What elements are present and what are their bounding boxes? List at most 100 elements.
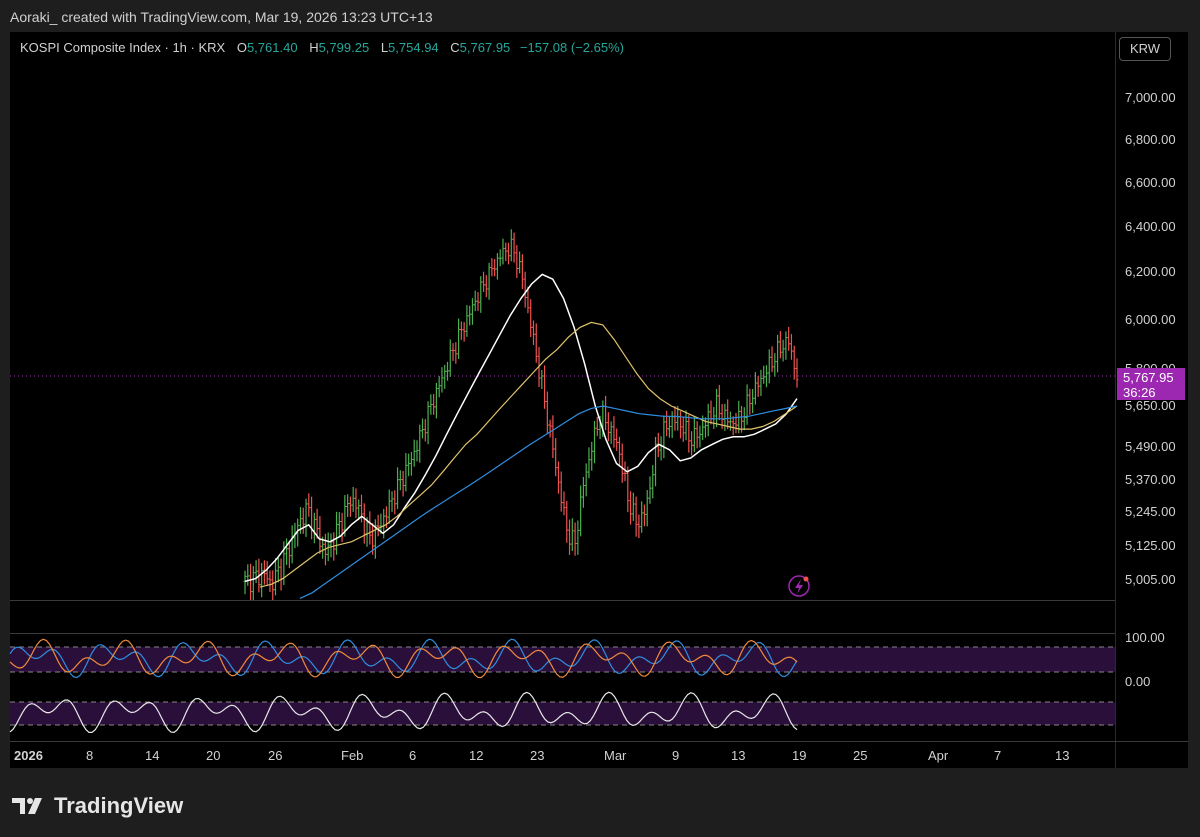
y-tick-label: 5,490.00 — [1125, 439, 1176, 454]
ohlc-bar — [681, 416, 685, 442]
ohlc-bar — [271, 570, 275, 600]
ohlc-bar — [312, 512, 316, 544]
ohlc-bar — [792, 345, 796, 380]
ohlc-bar — [396, 467, 400, 510]
ohlc-bar — [301, 507, 305, 534]
ohlc-bar — [573, 522, 577, 556]
footer-bar — [0, 768, 1200, 837]
ohlc-bar — [387, 489, 391, 524]
ohlc-bar — [523, 271, 527, 308]
y-tick-label: 5,370.00 — [1125, 472, 1176, 487]
x-tick-label: Mar — [604, 748, 627, 763]
ohlc-bar — [762, 365, 766, 384]
ohlc-bar — [296, 518, 300, 547]
x-tick-label: 20 — [206, 748, 221, 763]
ohlc-bar — [515, 245, 519, 278]
top-bar: Aoraki_ created with TradingView.com, Ma… — [0, 0, 1200, 32]
ohlc-bar — [304, 498, 308, 537]
ohlc-bar — [609, 421, 613, 444]
ohlc-bar — [276, 557, 280, 583]
ohlc-bar — [745, 384, 749, 425]
x-tick-label: 19 — [792, 748, 807, 763]
ohlc-bar — [357, 499, 361, 521]
ohlc-bar — [554, 438, 558, 477]
ohlc-bar — [326, 532, 330, 562]
author-credit: Aoraki_ created with TradingView.com, Ma… — [10, 9, 433, 25]
ohlc-bar — [390, 491, 394, 513]
x-tick-label: 6 — [409, 748, 417, 763]
ohlc-bar — [373, 519, 377, 559]
ohlc-bar — [509, 229, 513, 262]
ohlc-bar — [346, 494, 350, 517]
ohlc-bar — [529, 299, 533, 338]
ohlc-bar — [287, 541, 291, 569]
ohlc-bar — [665, 410, 669, 437]
x-tick-label: 9 — [672, 748, 680, 763]
ohlc-bar — [784, 331, 788, 360]
oscillator-tick-label: 0.00 — [1125, 674, 1150, 689]
ohlc-bar — [604, 395, 608, 431]
ohlc-bar — [354, 488, 358, 518]
ohlc-bar — [468, 305, 472, 326]
x-tick-label: 13 — [731, 748, 746, 763]
ohlc-bar — [409, 451, 413, 476]
ohlc-bar — [482, 271, 486, 292]
ohlc-bar — [490, 258, 494, 277]
symbol-name[interactable]: KOSPI Composite Index · 1h · KRX — [20, 40, 226, 55]
ohlc-bar — [518, 251, 522, 274]
ohlc-bar — [692, 417, 696, 453]
ohlc-bar — [268, 570, 272, 593]
ohlc-bar — [706, 403, 710, 437]
ohlc-bar — [368, 511, 372, 545]
ohlc-bar — [570, 518, 574, 552]
ohlc-bar — [246, 564, 250, 586]
close-value: 5,767.95 — [459, 40, 511, 55]
ohlc-bar — [495, 253, 499, 280]
ohlc-bar — [690, 431, 694, 456]
x-tick-label: 2026 — [14, 748, 43, 763]
ohlc-bar — [642, 504, 646, 527]
ohlc-bar — [545, 391, 549, 434]
ohlc-bar — [795, 358, 799, 388]
ohlc-bar — [662, 415, 666, 459]
ohlc-bar — [551, 415, 555, 458]
ohlc-bar — [440, 367, 444, 393]
x-tick-label: 12 — [469, 748, 484, 763]
ohlc-bar — [540, 369, 544, 389]
stoch-d-line — [9, 638, 798, 679]
ohlc-bar — [501, 238, 505, 265]
ohlc-bar — [398, 470, 402, 491]
ohlc-bar — [617, 436, 621, 467]
time-axis-divider — [10, 741, 1188, 742]
y-tick-label: 7,000.00 — [1125, 90, 1176, 105]
ohlc-bar — [329, 533, 333, 558]
ohlc-bar — [507, 242, 511, 265]
ohlc-bar — [343, 495, 347, 537]
ohlc-bar — [770, 346, 774, 373]
ohlc-bar — [421, 418, 425, 439]
ohlc-bar — [595, 416, 599, 437]
ohlc-bar — [767, 349, 771, 384]
ohlc-bar — [310, 496, 314, 540]
y-tick-label: 6,000.00 — [1125, 312, 1176, 327]
ohlc-bar — [251, 566, 255, 600]
ohlc-bar — [290, 525, 294, 564]
chart-frame[interactable] — [10, 32, 1188, 768]
ohlc-bar — [584, 463, 588, 497]
oscillator-tick-label: 100.00 — [1125, 630, 1165, 645]
ohlc-bar — [454, 342, 458, 364]
ohlc-bar — [590, 441, 594, 471]
ohlc-bar — [457, 318, 461, 359]
currency-badge[interactable]: KRW — [1119, 37, 1171, 61]
ohlc-bar — [615, 428, 619, 451]
moving-average-line — [299, 405, 798, 599]
x-tick-label: 8 — [86, 748, 94, 763]
stoch-band — [10, 647, 1115, 672]
ohlc-bar — [612, 416, 616, 448]
ohlc-bar — [459, 321, 463, 340]
open-label: O — [236, 40, 247, 55]
ohlc-bar — [254, 560, 258, 584]
ohlc-bar — [581, 476, 585, 508]
ohlc-bar — [448, 339, 452, 377]
ohlc-bar — [426, 401, 430, 445]
